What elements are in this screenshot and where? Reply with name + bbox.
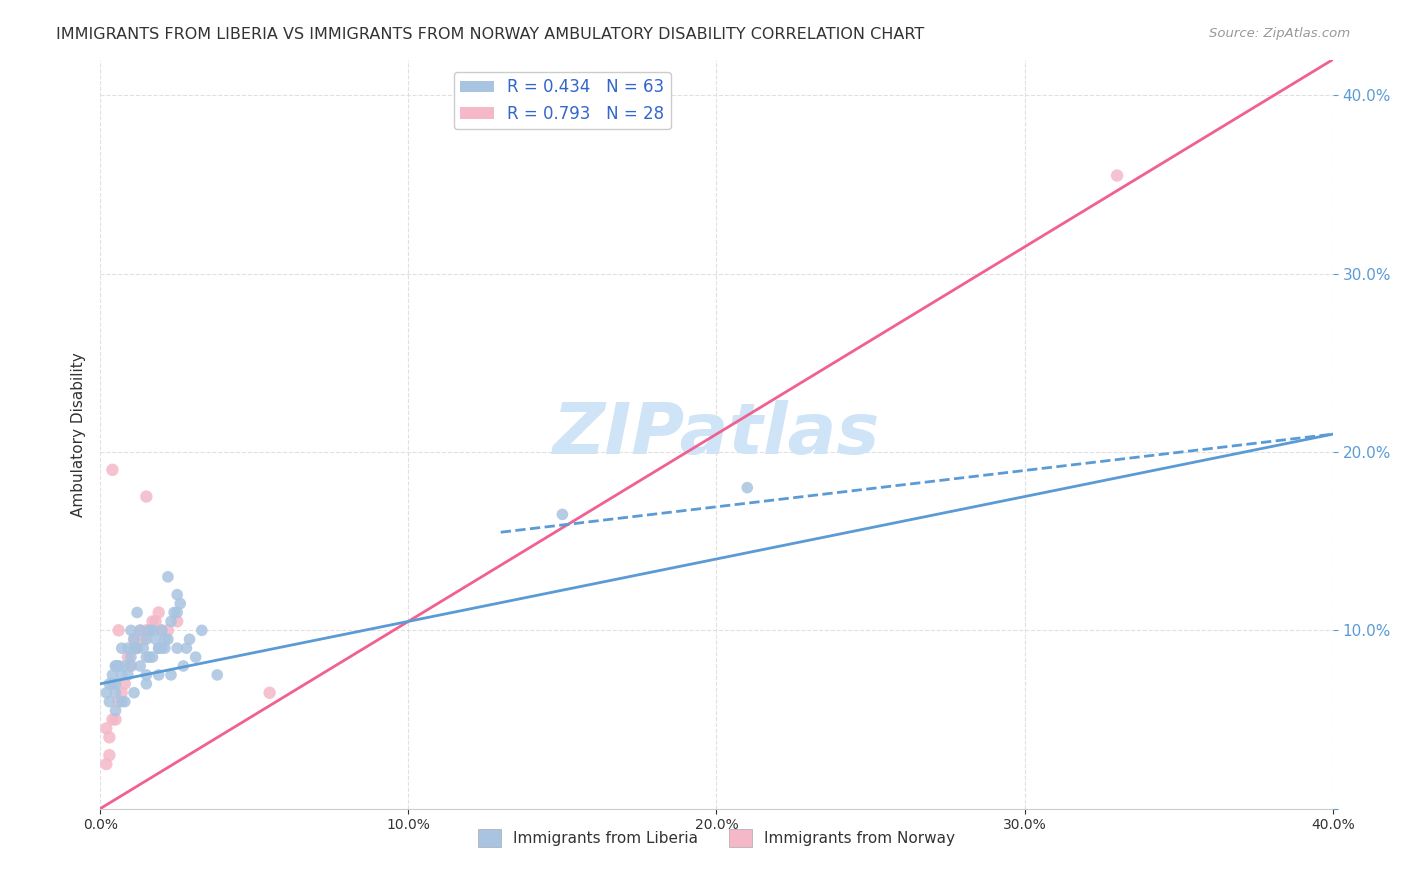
Point [104, 659, 127, 673]
Point [117, 650, 139, 665]
Point [179, 632, 201, 647]
Point [120, 650, 142, 665]
Point [129, 624, 152, 638]
Text: IMMIGRANTS FROM LIBERIA VS IMMIGRANTS FROM NORWAY AMBULATORY DISABILITY CORRELAT: IMMIGRANTS FROM LIBERIA VS IMMIGRANTS FR… [56, 27, 925, 42]
Point [153, 632, 176, 647]
Point [160, 668, 183, 682]
Point [141, 650, 163, 665]
Point [120, 659, 142, 673]
Point [551, 508, 574, 522]
Point [172, 659, 194, 673]
Point [117, 641, 139, 656]
Text: Source: ZipAtlas.com: Source: ZipAtlas.com [1209, 27, 1350, 40]
Point [138, 624, 160, 638]
Point [166, 615, 188, 629]
Point [129, 659, 152, 673]
Point [259, 686, 281, 700]
Point [107, 659, 129, 673]
Point [148, 606, 170, 620]
Point [184, 650, 207, 665]
Point [150, 641, 173, 656]
Point [96, 757, 118, 772]
Point [132, 641, 155, 656]
Point [96, 722, 118, 736]
Point [150, 624, 173, 638]
Point [207, 668, 229, 682]
Point [135, 490, 157, 504]
Point [101, 677, 124, 691]
Point [98, 677, 121, 691]
Point [166, 588, 188, 602]
Point [98, 748, 121, 763]
Point [135, 632, 157, 647]
Point [135, 668, 157, 682]
Point [122, 632, 145, 647]
Point [96, 686, 118, 700]
Point [1105, 169, 1128, 183]
Point [104, 713, 127, 727]
Legend: R = 0.434   N = 63, R = 0.793   N = 28: R = 0.434 N = 63, R = 0.793 N = 28 [454, 71, 671, 129]
Point [98, 731, 121, 745]
Point [176, 641, 198, 656]
Point [191, 624, 214, 638]
Point [163, 606, 186, 620]
Point [107, 695, 129, 709]
Point [127, 606, 149, 620]
Y-axis label: Ambulatory Disability: Ambulatory Disability [72, 351, 86, 516]
Point [111, 668, 134, 682]
Point [141, 615, 163, 629]
Point [148, 668, 170, 682]
Point [150, 624, 173, 638]
Point [117, 668, 139, 682]
Point [120, 659, 142, 673]
Point [104, 704, 127, 718]
Point [111, 686, 134, 700]
Point [111, 641, 134, 656]
Point [141, 624, 163, 638]
Point [98, 695, 121, 709]
Point [111, 695, 134, 709]
Point [101, 463, 124, 477]
Point [122, 686, 145, 700]
Point [135, 677, 157, 691]
Point [156, 632, 179, 647]
Point [127, 641, 149, 656]
Point [101, 713, 124, 727]
Point [138, 624, 160, 638]
Point [129, 624, 152, 638]
Point [148, 641, 170, 656]
Point [135, 624, 157, 638]
Point [104, 686, 127, 700]
Point [104, 677, 127, 691]
Point [160, 615, 183, 629]
Point [101, 668, 124, 682]
Point [114, 677, 136, 691]
Text: ZIPatlas: ZIPatlas [553, 400, 880, 468]
Point [135, 650, 157, 665]
Point [132, 632, 155, 647]
Point [107, 659, 129, 673]
Point [107, 624, 129, 638]
Point [114, 695, 136, 709]
Point [145, 615, 167, 629]
Point [122, 632, 145, 647]
Point [735, 481, 758, 495]
Point [166, 641, 188, 656]
Point [169, 597, 191, 611]
Point [104, 659, 127, 673]
Point [156, 570, 179, 584]
Point [153, 641, 176, 656]
Point [120, 624, 142, 638]
Point [114, 659, 136, 673]
Point [122, 641, 145, 656]
Point [145, 632, 167, 647]
Point [127, 641, 149, 656]
Point [166, 606, 188, 620]
Point [156, 624, 179, 638]
Point [148, 641, 170, 656]
Point [138, 650, 160, 665]
